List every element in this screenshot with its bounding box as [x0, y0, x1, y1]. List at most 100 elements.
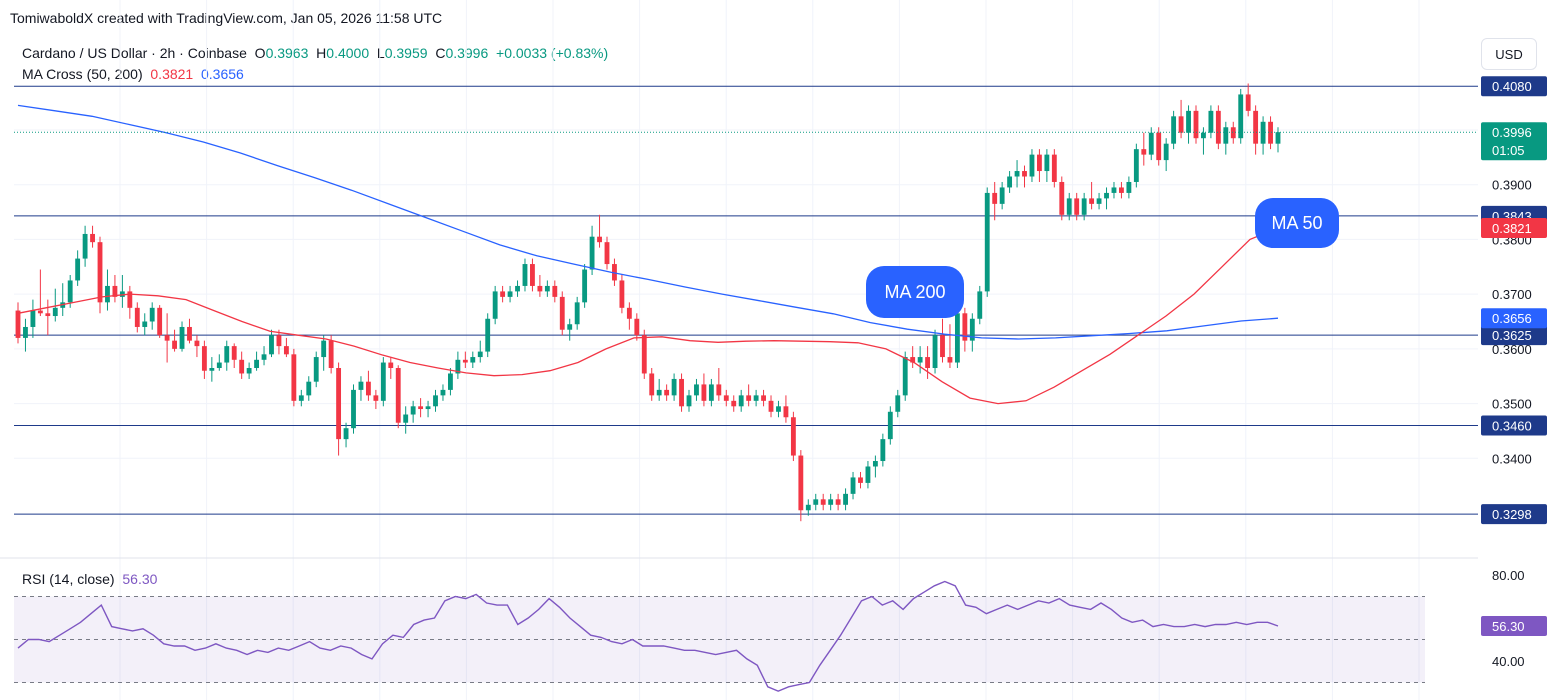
candle — [1268, 116, 1273, 150]
candle — [671, 373, 677, 401]
level-price-tag[interactable]: 0.3298 — [1481, 504, 1547, 525]
ma-cross-legend[interactable]: MA Cross (50, 200) 0.3821 0.3656 — [22, 66, 244, 82]
candle — [746, 384, 752, 407]
last-price-text: 0.3996 — [1492, 125, 1532, 140]
price-tick-label: 0.3500 — [1492, 397, 1532, 412]
candle — [567, 318, 573, 341]
ma200-price-tag-text: 0.3656 — [1492, 311, 1532, 326]
candle — [507, 285, 513, 303]
candle — [679, 373, 684, 412]
candle — [738, 389, 744, 412]
change-value: +0.0033 (+0.83%) — [496, 45, 609, 61]
candle — [477, 340, 483, 363]
candle-body — [403, 414, 409, 423]
ma200-annotation[interactable]: MA 200 — [866, 266, 964, 318]
candle — [1208, 105, 1214, 139]
candle-body — [149, 307, 155, 322]
symbol-legend[interactable]: Cardano / US Dollar · 2h · Coinbase O0.3… — [22, 45, 608, 61]
candle-body — [1044, 154, 1050, 172]
candle — [1111, 181, 1117, 199]
level-price-tag[interactable]: 0.3460 — [1481, 415, 1547, 436]
candle — [783, 395, 789, 423]
candle — [805, 499, 811, 516]
level-price-tag-bg — [1481, 504, 1547, 525]
ma50-annotation[interactable]: MA 50 — [1255, 198, 1339, 248]
candle-body — [783, 406, 789, 418]
ma-cross-label: MA Cross (50, 200) — [22, 66, 143, 82]
candle — [231, 343, 237, 369]
ma200-price-tag[interactable]: 0.3656 — [1481, 308, 1547, 329]
candle — [1007, 171, 1013, 193]
candle — [291, 348, 297, 407]
ma200-legend-value: 0.3656 — [201, 66, 244, 82]
price-tick-label: 0.3700 — [1492, 287, 1532, 302]
low-label: L — [376, 45, 385, 61]
candle — [306, 376, 312, 401]
candle-body — [1245, 94, 1251, 111]
candle-body — [552, 285, 558, 297]
candle-body — [224, 346, 230, 363]
candle — [52, 288, 58, 322]
rsi-tick-label: 40.00 — [1492, 654, 1525, 669]
candle — [358, 376, 364, 401]
candle — [1186, 105, 1191, 144]
candle-body — [75, 258, 81, 281]
level-price-tag-bg — [1481, 325, 1547, 346]
candle-body — [798, 455, 804, 511]
candle-body — [1275, 132, 1281, 144]
candle-body — [1059, 181, 1065, 215]
candle-body — [984, 192, 990, 292]
candle-body — [850, 477, 856, 494]
candle — [828, 493, 834, 511]
candle-body — [865, 466, 871, 483]
candle — [134, 302, 140, 333]
candle-body — [992, 192, 998, 204]
candle — [537, 274, 543, 297]
candle-body — [15, 310, 21, 338]
candle — [365, 370, 371, 401]
ma50-price-tag[interactable]: 0.3821 — [1481, 217, 1547, 238]
horizontal-levels — [14, 85, 1478, 515]
candle-body — [910, 357, 916, 363]
candle — [1260, 116, 1266, 155]
candle-body — [843, 493, 848, 505]
candle — [1059, 176, 1065, 221]
ma50-legend-value: 0.3821 — [150, 66, 194, 82]
candle-body — [1148, 132, 1154, 155]
candle — [977, 285, 983, 325]
candle-body — [671, 378, 677, 396]
candle-body — [634, 318, 640, 336]
credit-text: TomiwaboldX created with TradingView.com… — [10, 10, 443, 26]
candle — [239, 351, 245, 379]
candle-body — [209, 368, 215, 371]
rsi-legend[interactable]: RSI (14, close) 56.30 — [22, 571, 157, 587]
currency-button[interactable]: USD — [1481, 38, 1537, 70]
candle — [940, 318, 945, 363]
last-price-tag[interactable]: 0.3996 01:05 — [1481, 122, 1547, 161]
rsi-last-tag[interactable]: 56.30 — [1481, 615, 1547, 636]
candle — [1253, 105, 1259, 155]
rsi-legend-value: 56.30 — [122, 571, 158, 587]
candle — [269, 329, 274, 358]
candle — [448, 368, 453, 396]
candle — [522, 258, 528, 292]
candle-body — [574, 302, 580, 325]
candle — [865, 461, 871, 489]
candle — [403, 406, 409, 434]
candle-body — [820, 499, 826, 505]
candle — [1133, 143, 1139, 188]
candle — [1074, 192, 1080, 221]
candle-body — [1178, 116, 1184, 133]
candle — [761, 389, 766, 407]
candle — [351, 384, 356, 434]
candle-body — [947, 357, 953, 363]
candle — [157, 305, 163, 338]
candle — [470, 351, 476, 369]
candle-body — [485, 318, 491, 352]
level-price-tag[interactable]: 0.4080 — [1481, 76, 1547, 97]
candle-body — [768, 400, 774, 412]
candle — [1171, 110, 1177, 150]
level-price-tag[interactable]: 0.3625 — [1481, 325, 1547, 346]
rsi-label: RSI (14, close) — [22, 571, 115, 587]
